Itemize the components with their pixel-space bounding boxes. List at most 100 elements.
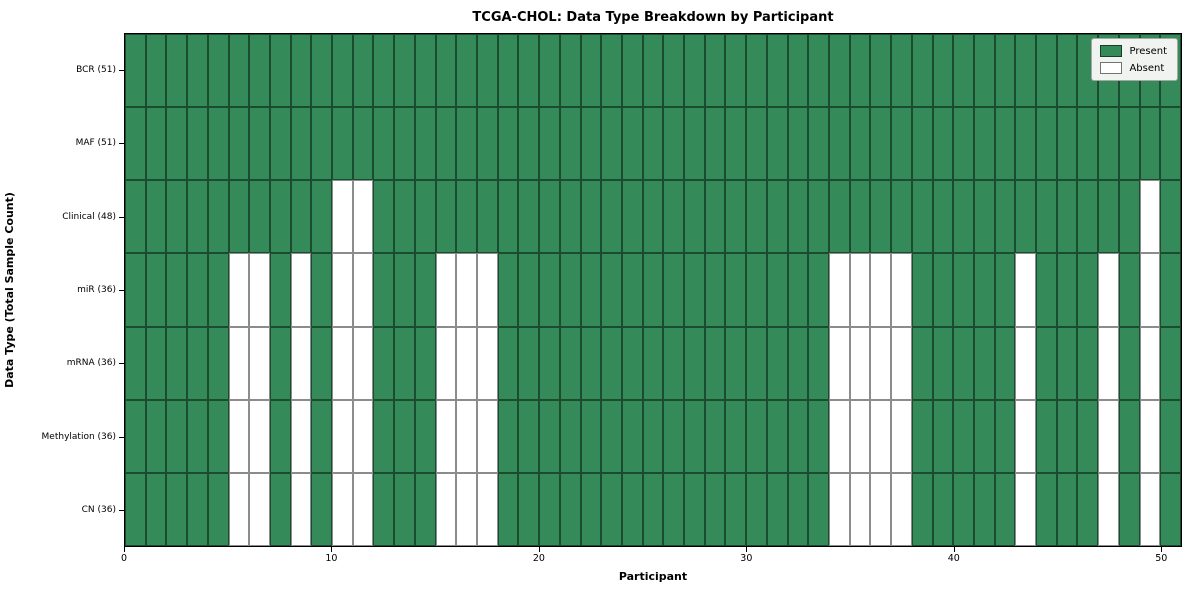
heatmap-cell <box>1015 34 1037 108</box>
heatmap-cell <box>932 253 954 327</box>
heatmap-cell <box>332 34 353 108</box>
heatmap-cell <box>1118 472 1140 546</box>
heatmap-cell <box>166 472 188 546</box>
heatmap-cell <box>746 107 767 181</box>
heatmap-cell <box>684 107 705 181</box>
heatmap-cell <box>497 399 519 473</box>
heatmap-cell <box>663 326 685 400</box>
heatmap-cell <box>891 34 912 108</box>
heatmap-cell <box>829 253 850 327</box>
y-tick-label: Clinical (48) <box>62 211 116 222</box>
heatmap-cell <box>311 399 333 473</box>
heatmap-cell <box>1056 399 1078 473</box>
heatmap-cell <box>766 34 788 108</box>
legend-row-absent: Absent <box>1100 62 1167 74</box>
heatmap-cell <box>311 107 333 181</box>
heatmap-cell <box>125 107 146 181</box>
heatmap-cell <box>332 326 353 400</box>
y-tick-mark <box>119 510 124 512</box>
heatmap-cell <box>621 326 643 400</box>
legend-row-present: Present <box>1100 45 1167 57</box>
heatmap-cell <box>477 34 498 108</box>
y-tick-label: CN (36) <box>81 505 116 516</box>
heatmap-cell <box>290 107 312 181</box>
heatmap-cell <box>207 399 229 473</box>
heatmap-cell <box>642 399 664 473</box>
x-tick-label: 10 <box>325 553 338 564</box>
heatmap-cell <box>207 253 229 327</box>
x-tick-label: 0 <box>120 553 128 564</box>
heatmap-cell <box>829 180 850 254</box>
heatmap-cell <box>870 34 892 108</box>
heatmap-cell <box>725 180 747 254</box>
heatmap-cell <box>870 472 892 546</box>
heatmap-cell <box>125 326 146 400</box>
heatmap-cell <box>953 399 974 473</box>
heatmap-cell <box>249 253 270 327</box>
heatmap-cell <box>352 180 374 254</box>
heatmap-cell <box>994 472 1016 546</box>
heatmap-cell <box>704 107 726 181</box>
heatmap-cell <box>994 253 1016 327</box>
heatmap-cell <box>290 472 312 546</box>
heatmap-cell <box>642 472 664 546</box>
heatmap-cell <box>932 34 954 108</box>
heatmap-cell <box>249 107 270 181</box>
heatmap-cell <box>663 34 685 108</box>
heatmap-cell <box>497 34 519 108</box>
heatmap-cell <box>352 107 374 181</box>
heatmap-cell <box>808 472 829 546</box>
heatmap-cell <box>953 472 974 546</box>
heatmap-cell <box>187 34 208 108</box>
heatmap-cell <box>621 34 643 108</box>
heatmap-cell <box>311 180 333 254</box>
heatmap-cell <box>849 399 871 473</box>
heatmap-cell <box>1160 399 1181 473</box>
heatmap-cell <box>1118 399 1140 473</box>
heatmap-cell <box>559 107 581 181</box>
heatmap-cell <box>580 326 602 400</box>
heatmap-cell <box>249 472 270 546</box>
present-swatch <box>1100 45 1123 57</box>
heatmap-cell <box>145 326 167 400</box>
heatmap-cell <box>787 107 809 181</box>
heatmap-cell <box>125 180 146 254</box>
heatmap-cell <box>332 399 353 473</box>
heatmap-cell <box>746 326 767 400</box>
heatmap-cell <box>580 472 602 546</box>
heatmap-cell <box>290 326 312 400</box>
heatmap-cell <box>269 107 291 181</box>
x-tick-mark <box>331 547 333 552</box>
heatmap-cell <box>435 326 457 400</box>
heatmap-cell <box>187 472 208 546</box>
heatmap-cell <box>808 180 829 254</box>
heatmap-cell <box>1077 107 1099 181</box>
heatmap-cell <box>1139 253 1161 327</box>
heatmap-cell <box>766 107 788 181</box>
heatmap-cell <box>787 34 809 108</box>
heatmap-cell <box>373 34 395 108</box>
heatmap-cell <box>456 253 477 327</box>
heatmap-cell <box>725 107 747 181</box>
heatmap-cell <box>621 180 643 254</box>
heatmap-cell <box>394 326 415 400</box>
heatmap-cell <box>394 399 415 473</box>
heatmap-cell <box>249 399 270 473</box>
heatmap-cell <box>663 107 685 181</box>
heatmap-cell <box>580 399 602 473</box>
heatmap-cell <box>145 107 167 181</box>
heatmap-cell <box>870 253 892 327</box>
x-tick-label: 20 <box>532 553 545 564</box>
heatmap-cell <box>435 34 457 108</box>
heatmap-cell <box>704 399 726 473</box>
heatmap-cell <box>456 472 477 546</box>
heatmap-cell <box>145 34 167 108</box>
heatmap-cell <box>311 253 333 327</box>
heatmap-cell <box>849 326 871 400</box>
heatmap-cell <box>269 472 291 546</box>
heatmap-cell <box>125 399 146 473</box>
y-tick-label: BCR (51) <box>76 64 116 75</box>
heatmap-cell <box>477 326 498 400</box>
heatmap-cell <box>829 399 850 473</box>
heatmap-cell <box>663 180 685 254</box>
